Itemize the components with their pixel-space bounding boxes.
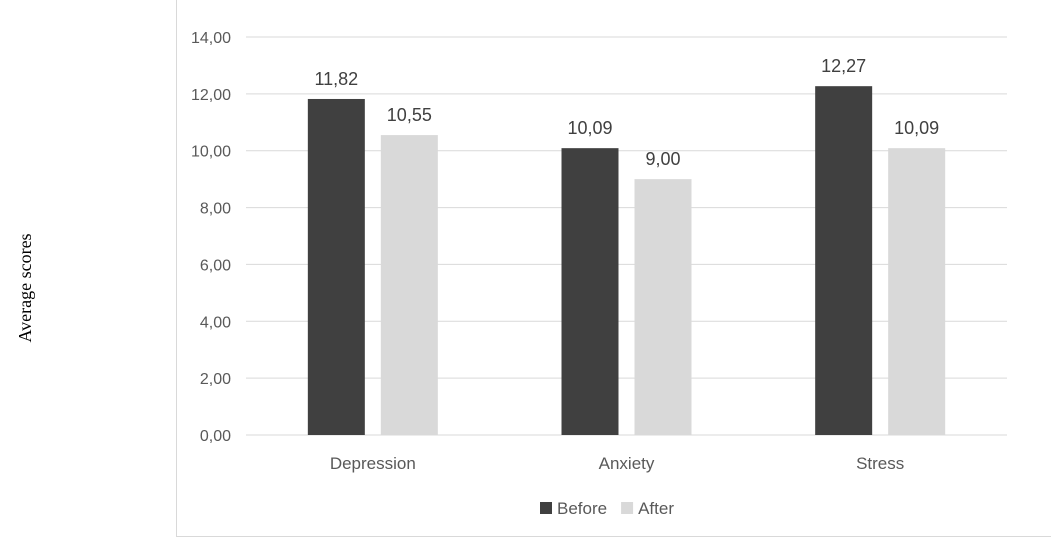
y-axis-ticks: 0,00 2,00 4,00 6,00 8,00 10,00 12,00 14,00: [191, 30, 231, 445]
data-label: 12,27: [821, 56, 866, 76]
y-tick-label: 6,00: [200, 257, 231, 274]
y-tick-label: 12,00: [191, 87, 231, 104]
data-label: 10,55: [387, 105, 432, 125]
data-label: 9,00: [645, 149, 680, 169]
y-tick-label: 0,00: [200, 428, 231, 445]
data-label: 11,82: [314, 69, 358, 89]
y-tick-label: 2,00: [200, 371, 231, 388]
category-label: Stress: [856, 454, 904, 473]
bar-anxiety-after: [634, 179, 692, 435]
y-tick-label: 10,00: [191, 144, 231, 161]
bar-depression-before: [307, 98, 365, 435]
bar-depression-after: [380, 135, 438, 436]
legend-swatch-after: [621, 502, 634, 514]
y-tick-label: 8,00: [200, 201, 231, 218]
y-tick-label: 4,00: [200, 314, 231, 331]
category-label: Depression: [330, 454, 416, 473]
legend-label-after: After: [638, 499, 674, 518]
gridlines: [246, 36, 1007, 436]
bar-anxiety-before: [561, 148, 619, 436]
bar-stress-before: [815, 86, 873, 435]
bars: [307, 86, 946, 436]
data-label: 10,09: [567, 118, 612, 138]
chart-frame: [176, 0, 1051, 537]
legend: Before After: [540, 499, 674, 518]
bar-stress-after: [888, 148, 946, 436]
legend-swatch-before: [540, 502, 552, 514]
data-labels: 11,82 10,55 10,09 9,00 12,27 10,09: [314, 56, 939, 169]
data-label: 10,09: [894, 118, 939, 138]
x-axis-categories: Depression Anxiety Stress: [330, 454, 904, 473]
category-label: Anxiety: [599, 454, 655, 473]
y-axis-title: Average scores: [15, 233, 35, 342]
y-tick-label: 14,00: [191, 30, 231, 47]
legend-label-before: Before: [557, 499, 607, 518]
